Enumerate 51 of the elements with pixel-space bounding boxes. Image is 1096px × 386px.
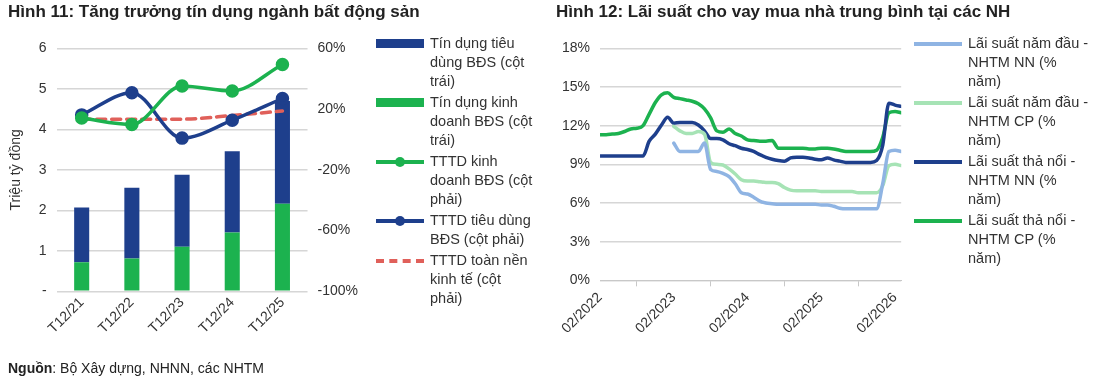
y-tick-label: 5 (38, 79, 47, 96)
legend-label: Lãi suất năm đầu - NHTM CP (% năm) (968, 93, 1090, 150)
point (125, 85, 139, 100)
y-tick-label: 18% (561, 39, 591, 56)
point (275, 57, 290, 72)
point (175, 131, 189, 145)
y-tick-label: 2 (38, 201, 47, 218)
legend-label: Tín dụng kinh doanh BĐS (cột trái) (430, 93, 534, 150)
bar (224, 232, 240, 291)
bar (174, 246, 190, 291)
y-tick-label: 4 (38, 120, 47, 137)
y2-tick-label: -20% (317, 160, 351, 177)
y-tick-label: 3 (38, 160, 47, 177)
legend-label: Lãi suất năm đầu - NHTM NN (% năm) (968, 34, 1090, 91)
point (225, 113, 239, 127)
line-series (600, 101, 902, 165)
bar (174, 174, 190, 247)
y-axis-title: Triệu tỷ đồng (7, 129, 24, 211)
legend-label: TTTD kinh doanh BĐS (cột phải) (430, 152, 534, 209)
y-tick-label: 6% (569, 193, 591, 210)
bar (74, 207, 90, 263)
bar (124, 187, 140, 259)
y-tick-label: 3% (569, 232, 591, 249)
y-tick-label: 6 (38, 39, 47, 56)
point (125, 117, 139, 132)
text: Nguồn: Bộ Xây dựng, NHNN, các NHTM (8, 360, 264, 376)
y-tick-label: 9% (569, 155, 591, 172)
y-tick-label: 0% (569, 271, 591, 288)
chart-title: Hình 11: Tăng trưởng tín dụng ngành bất động sản (8, 2, 420, 22)
y-tick-label: 15% (561, 77, 591, 94)
y-tick-label: - (41, 282, 47, 299)
legend-label: Lãi suất thả nổi - NHTM CP (% năm) (968, 211, 1077, 268)
bar (74, 262, 90, 291)
legend-label: Lãi suất thả nổi - NHTM NN (% năm) (968, 152, 1077, 209)
legend-label: TTTD tiêu dùng BĐS (cột phải) (430, 211, 532, 249)
y2-tick-label: 60% (317, 39, 346, 56)
point (225, 84, 239, 98)
y2-tick-label: -60% (317, 221, 351, 238)
bar (224, 151, 240, 233)
bar (124, 258, 140, 291)
chart-title: Hình 12: Lãi suất cho vay mua nhà trung bình tại các NH (556, 2, 1011, 22)
legend-label: TTTD toàn nền kinh tế (cột phải) (430, 251, 529, 308)
legend-label: Tín dụng tiêu dùng BĐS (cột trái) (430, 34, 526, 91)
y-tick-label: 12% (561, 116, 591, 133)
y-tick-label: 1 (38, 241, 47, 258)
line-series (672, 141, 902, 211)
y2-tick-label: -100% (317, 282, 358, 299)
bar (274, 203, 290, 291)
point (175, 79, 189, 93)
y2-tick-label: 20% (317, 99, 346, 116)
line-series (600, 91, 902, 154)
